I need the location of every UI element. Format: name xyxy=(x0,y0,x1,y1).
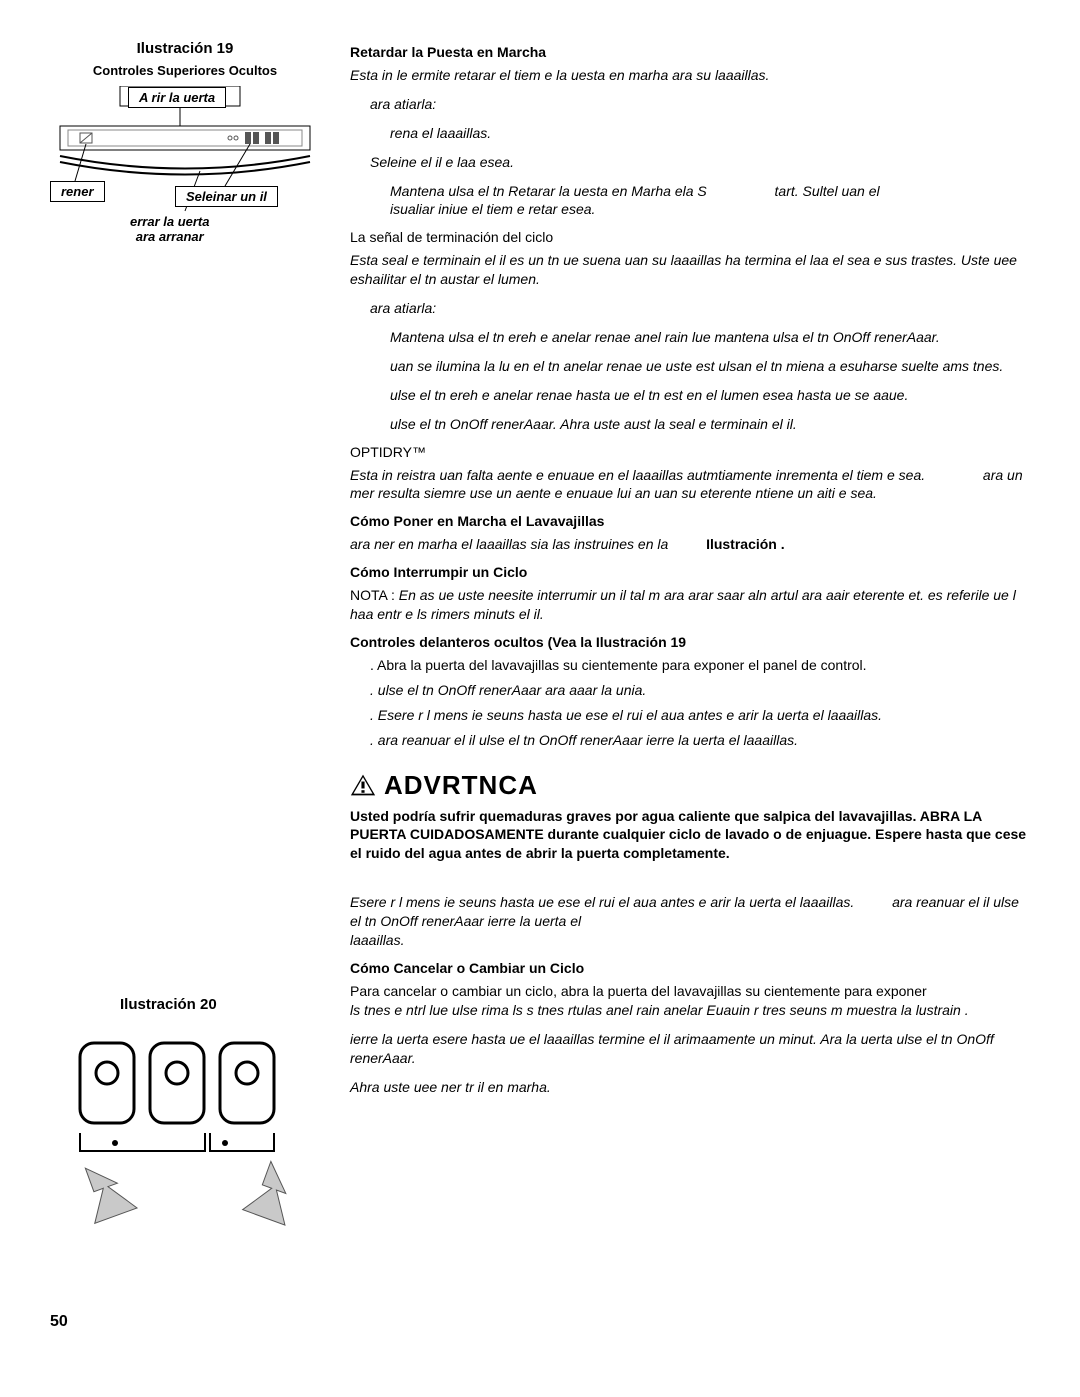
cf-step-3: . Esere r l mens ie seuns hasta ue ese e… xyxy=(370,706,1030,725)
ret-step-1: rena el laaaillas. xyxy=(390,124,1030,143)
cf-step-4: . ara reanuar el il ulse el tn OnOff ren… xyxy=(370,731,1030,750)
callout-select-cycle: Seleinar un il xyxy=(175,186,278,207)
warning-icon xyxy=(350,773,376,797)
illustration-19-title: Ilustración 19 xyxy=(50,40,320,57)
sig-step-4: ulse el tn OnOff renerAaar. Ahra uste au… xyxy=(390,415,1030,434)
ret-step-2: Seleine el il e laa esea. xyxy=(370,153,1030,172)
heading-poner-marcha: Cómo Poner en Marcha el Lavavajillas xyxy=(350,513,1030,529)
para-nota: NOTA : En as ue uste neesite interrumir … xyxy=(350,586,1030,624)
heading-interrumpir: Cómo Interrumpir un Ciclo xyxy=(350,564,1030,580)
para-signal: Esta seal e terminain el il es un tn ue … xyxy=(350,251,1030,289)
figure-20 xyxy=(50,1023,320,1283)
cf-step-2: . ulse el tn OnOff renerAaar ara aaar la… xyxy=(370,681,1030,700)
heading-retardar: Retardar la Puesta en Marcha xyxy=(350,44,1030,60)
warning-heading: ADVRTNCA xyxy=(350,770,1030,801)
para-optidry: Esta in reistra uan falta aente e enuaue… xyxy=(350,466,1030,504)
heading-controles-delanteros: Controles delanteros ocultos (Vea la Ilu… xyxy=(350,634,1030,650)
post-warn-para: Esere r l mens ie seuns hasta ue ese el … xyxy=(350,893,1030,950)
sig-step-1: Mantena ulsa el tn ereh e anelar renae a… xyxy=(390,328,1030,347)
para-ativar-2: ara atiarla: xyxy=(370,299,1030,318)
callout-close-door: errar la uerta ara arranar xyxy=(130,214,210,244)
heading-optidry: OPTIDRY™ xyxy=(350,444,1030,460)
callout-open-door: A rir la uerta xyxy=(128,87,226,108)
page-number: 50 xyxy=(50,1313,320,1331)
sig-step-2: uan se ilumina la lu en el tn anelar ren… xyxy=(390,357,1030,376)
canc-p3: ierre la uerta esere hasta ue el laaaill… xyxy=(350,1030,1030,1068)
ret-step-3: Mantena ulsa el tn Retarar la uesta en M… xyxy=(390,182,1030,220)
callout-rener: rener xyxy=(50,181,105,202)
heading-cancelar: Cómo Cancelar o Cambiar un Ciclo xyxy=(350,960,1030,976)
cf-step-1: . Abra la puerta del lavavajillas su cie… xyxy=(370,656,1030,675)
canc-p4: Ahra uste uee ner tr il en marha. xyxy=(350,1078,1030,1097)
sig-step-3: ulse el tn ereh e anelar renae hasta ue … xyxy=(390,386,1030,405)
para-poner-marcha: ara ner en marha el laaaillas sia las in… xyxy=(350,535,1030,554)
illustration-19-subtitle: Controles Superiores Ocultos xyxy=(50,63,320,78)
warning-text: Usted podría sufrir quemaduras graves po… xyxy=(350,807,1030,864)
canc-p1: Para cancelar o cambiar un ciclo, abra l… xyxy=(350,982,1030,1020)
figure-19: A rir la uerta rener Seleinar un il erra… xyxy=(50,86,320,266)
illustration-20-title: Ilustración 20 xyxy=(120,996,320,1013)
heading-signal: La señal de terminación del ciclo xyxy=(350,229,1030,245)
para-retardar: Esta in le ermite retarar el tiem e la u… xyxy=(350,66,1030,85)
para-ativar-1: ara atiarla: xyxy=(370,95,1030,114)
